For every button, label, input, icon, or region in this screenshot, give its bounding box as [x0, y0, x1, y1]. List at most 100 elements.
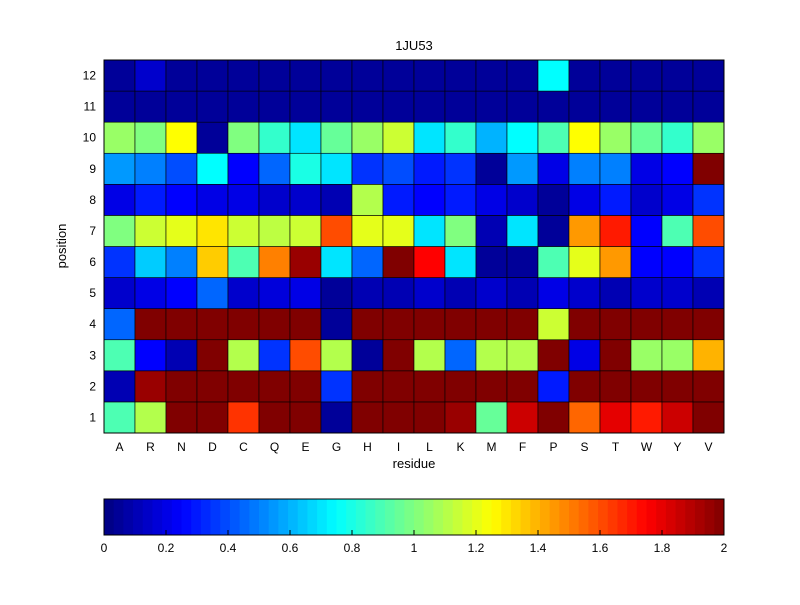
heatmap-cell-H-7 [351, 215, 384, 247]
x-tick-label: V [704, 440, 712, 454]
heatmap-cell-W-6 [630, 246, 663, 278]
heatmap-cell-E-7 [289, 215, 322, 247]
colorbar-segment [472, 499, 483, 535]
heatmap-cell-C-2 [227, 370, 260, 403]
colorbar-segment [375, 499, 386, 535]
heatmap-cell-V-9 [692, 152, 725, 185]
heatmap-cell-N-8 [165, 184, 198, 216]
heatmap-cell-A-6 [103, 246, 136, 278]
heatmap-cell-C-6 [227, 246, 260, 278]
colorbar-segment [636, 499, 647, 535]
colorbar-segment [210, 499, 221, 535]
heatmap-cells [103, 59, 725, 434]
heatmap-cell-A-9 [103, 152, 136, 185]
colorbar-segment [346, 499, 357, 535]
heatmap-cell-R-5 [134, 277, 167, 309]
heatmap-cell-Y-9 [661, 152, 694, 185]
x-tick-label: S [580, 440, 588, 454]
heatmap-cell-Y-5 [661, 277, 694, 309]
heatmap-cell-Y-1 [661, 401, 694, 434]
heatmap-cell-I-11 [382, 90, 415, 123]
heatmap-cell-I-2 [382, 370, 415, 403]
colorbar-segment [675, 499, 686, 535]
heatmap-cell-N-2 [165, 370, 198, 403]
heatmap-cell-V-2 [692, 370, 725, 403]
colorbar-segment [394, 499, 405, 535]
heatmap-cell-E-4 [289, 308, 322, 341]
heatmap-cell-Q-5 [258, 277, 291, 309]
heatmap-cell-Y-12 [661, 59, 694, 92]
colorbar-segment [326, 499, 337, 535]
heatmap-cell-I-6 [382, 246, 415, 278]
heatmap-cell-F-12 [506, 59, 539, 92]
heatmap-cell-V-8 [692, 184, 725, 216]
colorbar-segment [133, 499, 144, 535]
heatmap-cell-W-5 [630, 277, 663, 309]
heatmap-cell-H-10 [351, 121, 384, 154]
colorbar-segment [307, 499, 318, 535]
heatmap-cell-M-11 [475, 90, 508, 123]
heatmap-cell-Y-7 [661, 215, 694, 247]
heatmap-cell-P-6 [537, 246, 570, 278]
heatmap-cell-K-10 [444, 121, 477, 154]
y-axis-label: position [54, 224, 69, 269]
colorbar-segment [365, 499, 376, 535]
heatmap-cell-H-2 [351, 370, 384, 403]
colorbar-tick-label: 1.2 [468, 541, 485, 555]
heatmap-cell-L-6 [413, 246, 446, 278]
heatmap-cell-V-6 [692, 246, 725, 278]
heatmap-cell-K-9 [444, 152, 477, 185]
heatmap-cell-Q-11 [258, 90, 291, 123]
heatmap-cell-A-2 [103, 370, 136, 403]
heatmap-cell-E-5 [289, 277, 322, 309]
colorbar-segment [549, 499, 560, 535]
heatmap-cell-K-1 [444, 401, 477, 434]
heatmap-cell-M-9 [475, 152, 508, 185]
heatmap-cell-V-10 [692, 121, 725, 154]
heatmap-cell-I-8 [382, 184, 415, 216]
heatmap-cell-L-7 [413, 215, 446, 247]
heatmap-cell-Q-2 [258, 370, 291, 403]
heatmap-cell-D-7 [196, 215, 229, 247]
colorbar-segment [171, 499, 182, 535]
colorbar-segment [384, 499, 396, 535]
heatmap-cell-H-6 [351, 246, 384, 278]
heatmap-cell-G-1 [320, 401, 353, 434]
x-tick-label: P [549, 440, 557, 454]
heatmap-cell-G-4 [320, 308, 353, 341]
colorbar-segment [588, 499, 599, 535]
heatmap-cell-V-11 [692, 90, 725, 123]
heatmap-cell-M-10 [475, 121, 508, 154]
heatmap-cell-T-12 [599, 59, 632, 92]
colorbar-segment [443, 499, 454, 535]
heatmap-cell-Y-2 [661, 370, 694, 403]
heatmap-cell-K-12 [444, 59, 477, 92]
heatmap-cell-P-8 [537, 184, 570, 216]
heatmap-cell-G-10 [320, 121, 353, 154]
heatmap-cell-N-5 [165, 277, 198, 309]
heatmap-cell-H-8 [351, 184, 384, 216]
heatmap-cell-E-12 [289, 59, 322, 92]
heatmap-cell-R-4 [134, 308, 167, 341]
heatmap-cell-E-9 [289, 152, 322, 185]
heatmap-cell-T-5 [599, 277, 632, 309]
heatmap-cell-D-4 [196, 308, 229, 341]
heatmap-cell-I-1 [382, 401, 415, 434]
heatmap-cell-G-11 [320, 90, 353, 123]
heatmap-cell-R-12 [134, 59, 167, 92]
heatmap-cell-V-4 [692, 308, 725, 341]
heatmap-cell-D-2 [196, 370, 229, 403]
heatmap-cell-Y-10 [661, 121, 694, 154]
heatmap-cell-A-1 [103, 401, 136, 434]
heatmap-cell-Y-6 [661, 246, 694, 278]
heatmap-cell-D-9 [196, 152, 229, 185]
heatmap-cell-D-12 [196, 59, 229, 92]
heatmap-cell-R-2 [134, 370, 167, 403]
heatmap-cell-Q-9 [258, 152, 291, 185]
heatmap-cell-R-6 [134, 246, 167, 278]
heatmap-cell-G-12 [320, 59, 353, 92]
colorbar-tick-labels: 0 0.2 0.4 0.6 0.8 1 1.2 1.4 1.6 1.8 2 [101, 530, 728, 555]
colorbar-segment [297, 499, 308, 535]
